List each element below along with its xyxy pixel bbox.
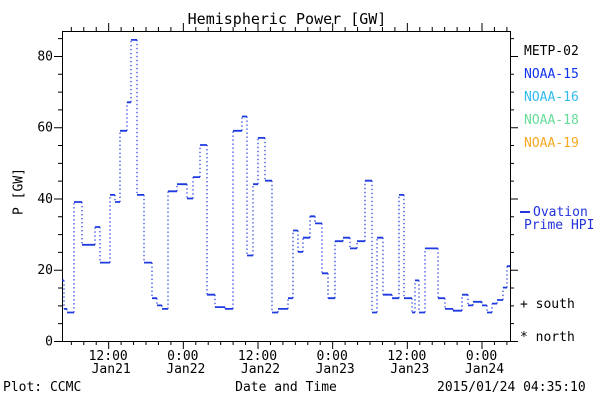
- y-axis-tick-label: 40: [37, 192, 53, 207]
- x-axis-tick-label-time: 0:00: [317, 349, 348, 364]
- y-axis-tick-label: 0: [45, 335, 53, 350]
- x-axis-title: Date and Time: [235, 380, 337, 395]
- x-axis-tick-label-date: Jan22: [166, 362, 205, 377]
- x-axis-tick-label-date: Jan23: [316, 362, 355, 377]
- plot-credit: Plot: CCMC: [3, 380, 82, 395]
- plot-timestamp: 2015/01/24 04:35:10: [437, 380, 586, 395]
- legend-item-noaa19: NOAA-19: [524, 136, 579, 151]
- legend-south-label: south: [535, 297, 575, 312]
- legend-item-noaa18: NOAA-18: [524, 113, 579, 128]
- y-axis-tick-label: 20: [37, 263, 53, 278]
- x-axis-tick-label-time: 0:00: [167, 349, 198, 364]
- chart-title: Hemispheric Power [GW]: [187, 10, 387, 28]
- legend-item-noaa15: NOAA-15: [524, 67, 579, 82]
- plus-marker-icon: +: [520, 297, 528, 312]
- x-axis-tick-label-time: 12:00: [89, 349, 128, 364]
- hpi-step-connectors: [63, 39, 508, 313]
- x-axis-tick-label-time: 12:00: [387, 349, 426, 364]
- y-axis-tick-label: 60: [37, 121, 53, 136]
- legend-item-metp02: METP-02: [524, 44, 579, 59]
- legend-north-label: north: [535, 330, 575, 345]
- x-axis-tick-label-date: Jan21: [92, 362, 131, 377]
- ovation-line-sample-icon: [520, 211, 530, 213]
- axis-ticks: [54, 23, 518, 349]
- y-axis-tick-label: 80: [37, 49, 53, 64]
- x-axis-tick-label-time: 12:00: [238, 349, 277, 364]
- x-axis-tick-label-date: Jan22: [241, 362, 280, 377]
- legend-item-noaa16: NOAA-16: [524, 90, 579, 105]
- legend-ovation-line1: Ovation: [533, 205, 588, 220]
- plot-box: [62, 31, 511, 342]
- x-axis-tick-label-time: 0:00: [466, 349, 497, 364]
- legend-ovation-line2: Prime HPI: [524, 218, 595, 233]
- legend-south: + south: [520, 297, 575, 312]
- asterisk-marker-icon: *: [520, 330, 528, 345]
- legend-north: * north: [520, 330, 575, 345]
- hpi-step-line: [62, 39, 510, 314]
- x-axis-tick-label-date: Jan24: [465, 362, 504, 377]
- x-axis-tick-label-date: Jan23: [390, 362, 429, 377]
